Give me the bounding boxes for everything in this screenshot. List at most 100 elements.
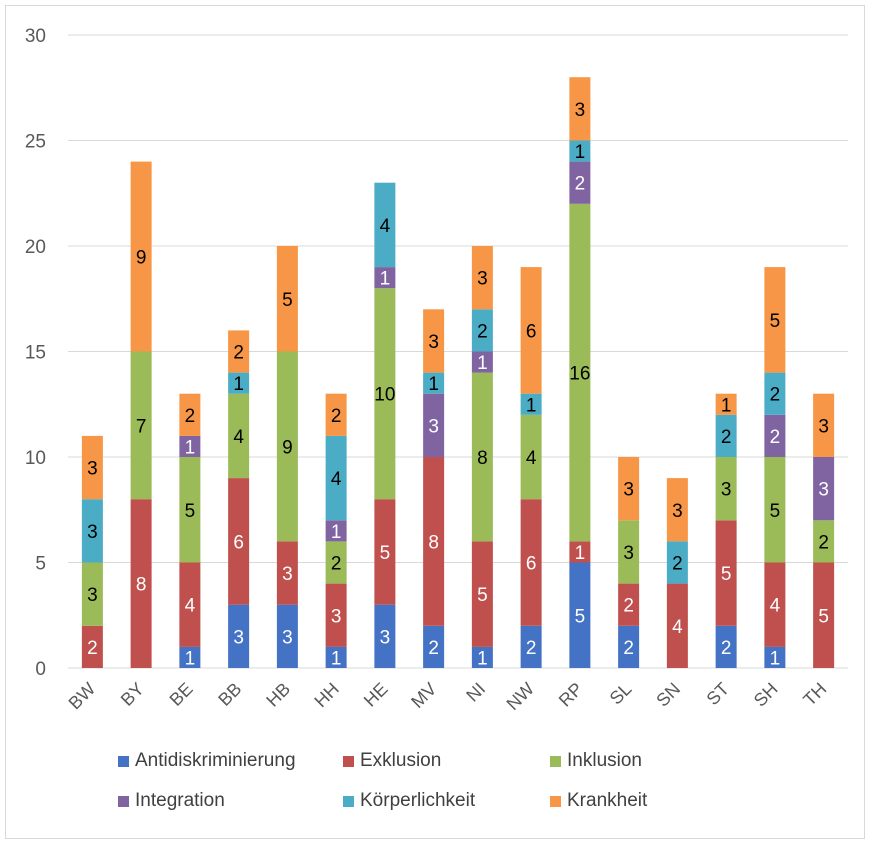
bar-segment (471, 646, 493, 668)
data-label: 3 (818, 480, 829, 501)
x-tick-label: SH (750, 679, 782, 711)
legend-label: Körperlichkeit (360, 790, 476, 811)
bar-segment (374, 604, 396, 668)
bar-segment (520, 267, 542, 394)
data-label: 1 (380, 269, 391, 290)
data-label: 2 (526, 638, 537, 659)
bar-segment (228, 330, 250, 373)
data-label: 2 (575, 174, 586, 195)
data-label: 1 (526, 395, 537, 416)
data-label: 3 (87, 585, 98, 606)
data-label: 8 (477, 448, 488, 469)
bar-segment (130, 499, 152, 668)
legend-item: Krankheit (550, 790, 647, 812)
bar-segment (325, 435, 347, 521)
data-label: 2 (770, 427, 781, 448)
bar-segment (423, 372, 445, 394)
bar-segment (569, 161, 591, 204)
bar-segment (81, 499, 103, 563)
data-label: 1 (575, 142, 586, 163)
data-label: 5 (818, 606, 829, 627)
data-label: 5 (575, 606, 586, 627)
bar-segment (130, 351, 152, 500)
legend-swatch (343, 755, 354, 767)
bar-segment (764, 267, 786, 373)
bar-segment (325, 393, 347, 436)
bar-segment (228, 393, 250, 479)
bar-segment (228, 372, 250, 394)
data-label: 3 (721, 480, 732, 501)
data-label: 5 (477, 585, 488, 606)
data-label: 2 (233, 343, 244, 364)
legend-item: Körperlichkeit (343, 790, 475, 812)
data-label: 3 (87, 522, 98, 543)
bar-segment (228, 478, 250, 605)
bar-segment (81, 435, 103, 500)
bar-segment (520, 625, 542, 668)
data-label: 6 (526, 321, 537, 342)
bar-segment (276, 604, 298, 668)
data-label: 2 (87, 638, 98, 659)
data-label: 5 (185, 501, 196, 522)
legend-label: Krankheit (567, 790, 648, 811)
y-tick-label: 0 (35, 659, 46, 680)
bar-segment (471, 246, 493, 310)
bar-segment (374, 288, 396, 500)
legend-label: Antidiskriminierung (135, 750, 296, 771)
bar-segment (179, 457, 201, 563)
bar-segment (179, 393, 201, 436)
data-label: 5 (770, 501, 781, 522)
bar-segment (374, 182, 396, 268)
y-tick-label: 30 (25, 26, 46, 47)
y-tick-label: 15 (25, 343, 46, 364)
bar-segment (81, 625, 103, 668)
bar-segment (618, 457, 640, 521)
x-tick-label: NW (503, 679, 538, 714)
bar-segment (374, 267, 396, 289)
bar-segment (276, 351, 298, 542)
bar-segment (715, 393, 737, 415)
data-label: 9 (282, 437, 293, 458)
data-label: 1 (185, 437, 196, 458)
data-label: 4 (233, 427, 244, 448)
data-label: 2 (672, 554, 683, 575)
legend-item: Inklusion (550, 750, 642, 772)
data-label: 5 (721, 564, 732, 585)
data-label: 4 (672, 617, 683, 638)
bar-segment (569, 203, 591, 542)
data-label: 2 (331, 406, 342, 427)
data-label: 4 (526, 448, 537, 469)
data-label: 1 (331, 648, 342, 669)
data-label: 3 (428, 332, 439, 353)
legend-swatch (550, 755, 561, 767)
bar-segment (666, 583, 688, 668)
data-label: 3 (818, 416, 829, 437)
data-label: 9 (136, 248, 147, 269)
data-label: 2 (623, 596, 634, 617)
data-label: 3 (623, 480, 634, 501)
y-tick-label: 20 (25, 237, 46, 258)
x-tick-label: NI (462, 679, 489, 706)
legend-swatch (118, 795, 129, 807)
bar-segment (471, 309, 493, 352)
x-tick-label: BW (65, 679, 100, 714)
bar-segment (569, 77, 591, 141)
data-label: 1 (477, 648, 488, 669)
data-label: 2 (428, 638, 439, 659)
bar-segment (228, 604, 250, 668)
data-label: 7 (136, 416, 147, 437)
data-label: 5 (770, 311, 781, 332)
data-label: 2 (477, 321, 488, 342)
data-label: 4 (331, 469, 342, 490)
bar-segment (471, 372, 493, 542)
data-label: 6 (526, 554, 537, 575)
legend-item: Integration (118, 790, 225, 812)
data-label: 2 (770, 385, 781, 406)
data-label: 6 (233, 532, 244, 553)
data-label: 2 (818, 532, 829, 553)
bar-segment (179, 562, 201, 647)
data-label: 10 (374, 385, 395, 406)
data-label: 3 (282, 564, 293, 585)
data-label: 3 (672, 501, 683, 522)
